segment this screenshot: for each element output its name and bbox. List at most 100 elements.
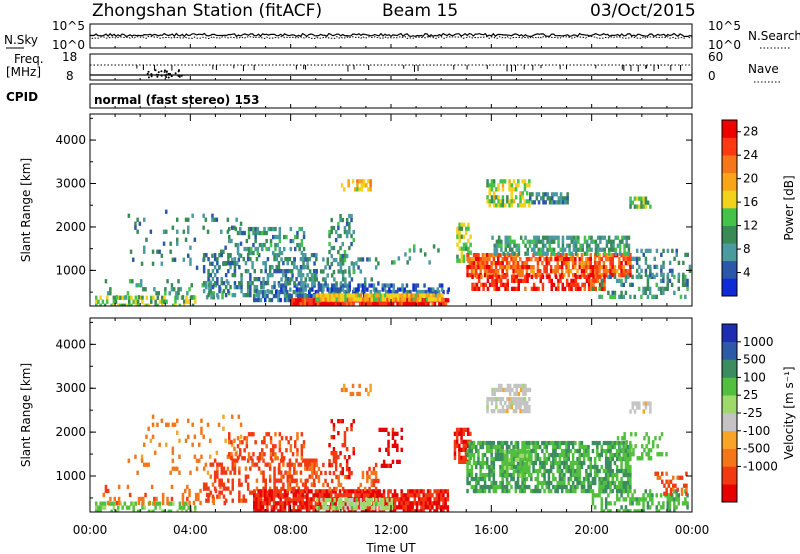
power-cell <box>583 239 587 244</box>
velocity-cell <box>354 493 357 498</box>
nsky-traces <box>89 32 693 40</box>
power-cell <box>546 196 550 201</box>
power-cell <box>343 229 347 235</box>
power-cell <box>613 269 617 274</box>
velocity-cell <box>667 479 671 484</box>
power-cell <box>523 261 526 266</box>
velocity-cell <box>620 493 623 498</box>
velocity-cell <box>508 397 511 402</box>
velocity-cell <box>611 444 614 450</box>
velocity-cell <box>501 409 505 414</box>
velocity-cell <box>523 448 526 454</box>
velocity-cell <box>611 440 614 446</box>
power-cell <box>635 260 639 265</box>
velocity-cell <box>266 493 269 498</box>
power-cell <box>559 274 562 279</box>
power-cell <box>644 196 648 201</box>
power-cell <box>213 257 217 262</box>
power-cell <box>590 235 593 240</box>
power-cell <box>295 298 298 303</box>
velocity-cell <box>651 497 654 502</box>
velocity-cell <box>596 464 599 470</box>
power-cell <box>252 250 255 256</box>
velocity-cell <box>479 472 482 478</box>
velocity-cell <box>99 505 102 510</box>
power-cell <box>227 289 230 294</box>
velocity-cell <box>512 460 515 466</box>
power-cell <box>399 287 402 292</box>
velocity-cell <box>110 509 113 512</box>
velocity-cell <box>300 432 304 437</box>
velocity-cell <box>323 489 326 494</box>
velocity-cell <box>516 476 520 482</box>
velocity-cell <box>353 506 356 511</box>
velocity-cell <box>600 509 603 512</box>
power-cell <box>106 291 110 296</box>
power-cell <box>525 257 529 262</box>
power-cell <box>344 269 347 274</box>
velocity-cell <box>523 409 527 414</box>
power-cell <box>229 261 232 266</box>
velocity-cell <box>541 472 544 478</box>
power-cell <box>501 187 505 192</box>
power-cell <box>183 299 186 304</box>
velocity-cell <box>310 505 313 510</box>
velocity-cell <box>339 463 342 468</box>
velocity-cell <box>536 444 540 450</box>
velocity-cell <box>523 440 526 446</box>
velocity-cell <box>514 488 518 494</box>
velocity-cell <box>239 422 243 427</box>
power-cell <box>618 251 622 256</box>
velocity-cell <box>350 427 353 432</box>
power-cell <box>202 289 206 294</box>
power-cell <box>376 298 379 303</box>
power-cell <box>330 287 334 292</box>
velocity-cell <box>505 440 509 446</box>
velocity-cell <box>99 501 102 506</box>
power-cell <box>355 297 358 302</box>
power-cell <box>440 287 444 292</box>
power-cell <box>492 183 496 188</box>
power-cell <box>484 282 487 287</box>
power-cell <box>289 246 293 252</box>
velocity-cell <box>361 506 365 511</box>
power-cell <box>640 274 643 279</box>
power-cell <box>328 302 331 306</box>
power-cell <box>483 269 487 274</box>
power-cell <box>262 285 265 290</box>
velocity-cell <box>444 497 447 502</box>
power-cell <box>136 299 140 304</box>
velocity-cell <box>609 501 612 506</box>
velocity-cell <box>665 487 668 492</box>
velocity-cell <box>262 498 265 503</box>
power-cell <box>240 277 243 282</box>
power-cell <box>360 183 364 188</box>
velocity-cell <box>349 509 353 512</box>
velocity-cell <box>334 451 338 456</box>
velocity-cell <box>287 440 290 445</box>
power-cell <box>675 252 678 257</box>
power-cell <box>469 250 472 255</box>
velocity-cell <box>460 435 463 440</box>
velocity-cell <box>532 440 535 446</box>
velocity-cell <box>623 456 626 461</box>
power-cell <box>376 289 379 295</box>
power-cell <box>506 278 509 283</box>
velocity-cell <box>621 436 624 441</box>
velocity-cell <box>435 505 439 510</box>
power-cell <box>472 265 476 270</box>
velocity-cell <box>479 464 482 470</box>
velocity-cell <box>292 493 296 498</box>
power-cell <box>572 282 575 287</box>
velocity-cell <box>615 497 619 502</box>
power-cell <box>216 281 219 286</box>
velocity-cell <box>109 496 112 502</box>
power-cell <box>361 287 365 292</box>
power-cell <box>273 253 276 258</box>
power-cell <box>370 293 374 298</box>
velocity-cell <box>216 462 219 467</box>
power-cell <box>341 261 345 266</box>
power-cell <box>529 192 532 197</box>
velocity-cell <box>294 489 298 494</box>
velocity-cell <box>249 466 252 471</box>
